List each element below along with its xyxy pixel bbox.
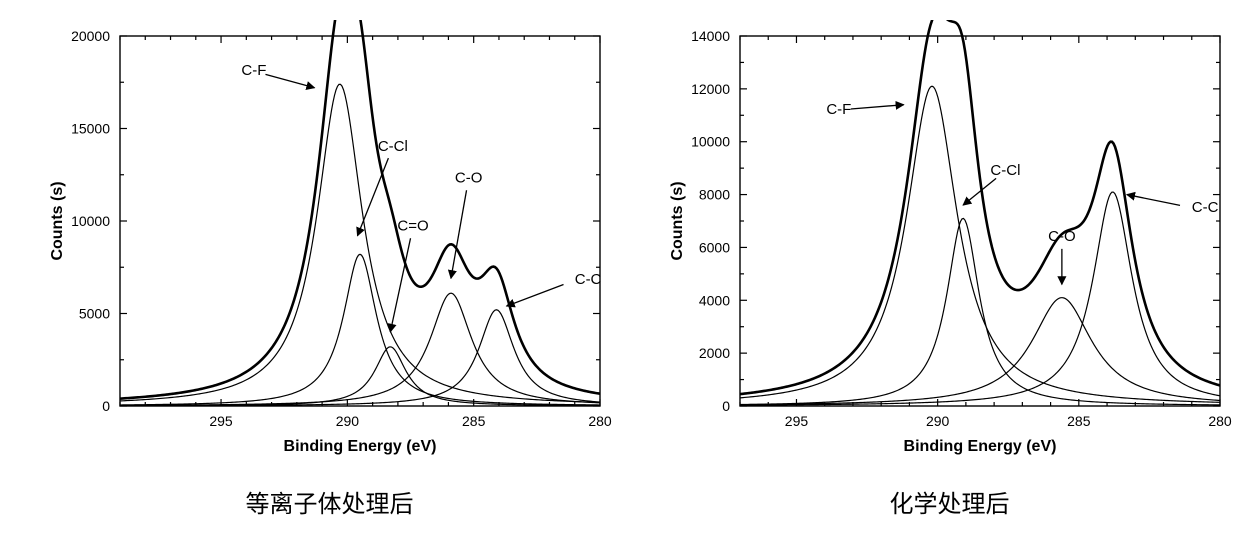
y-tick-label: 20000 bbox=[71, 28, 110, 44]
x-tick-label: 285 bbox=[1067, 413, 1091, 429]
annot-label-0: C-F bbox=[241, 62, 266, 79]
annot-label-3: C-C bbox=[1191, 199, 1218, 216]
y-tick-label: 15000 bbox=[71, 121, 110, 137]
x-tick-label: 290 bbox=[335, 413, 359, 429]
annot-arrow-3 bbox=[1126, 195, 1179, 206]
x-axis-label: Binding Energy (eV) bbox=[903, 438, 1056, 455]
y-axis-label: Counts (s) bbox=[49, 181, 66, 260]
envelope-curve bbox=[120, 20, 600, 399]
y-tick-label: 10000 bbox=[691, 134, 730, 150]
annot-arrow-0 bbox=[850, 105, 903, 109]
panels-row: 29529028528005000100001500020000Binding … bbox=[20, 20, 1239, 460]
annot-arrow-4 bbox=[506, 284, 563, 306]
annot-label-2: C-O bbox=[1048, 228, 1076, 245]
caption-left: 等离子体处理后 bbox=[30, 484, 630, 519]
x-tick-label: 290 bbox=[925, 413, 949, 429]
y-tick-label: 2000 bbox=[698, 345, 729, 361]
peak-curve-1 bbox=[120, 254, 600, 405]
y-tick-label: 8000 bbox=[698, 187, 729, 203]
annot-label-3: C-O bbox=[454, 169, 482, 186]
annot-label-1: C-Cl bbox=[377, 138, 407, 155]
y-tick-label: 0 bbox=[722, 398, 730, 414]
annot-arrow-0 bbox=[265, 74, 314, 87]
x-axis-label: Binding Energy (eV) bbox=[283, 438, 436, 455]
annot-arrow-2 bbox=[390, 238, 410, 332]
y-tick-label: 5000 bbox=[78, 306, 109, 322]
annot-label-1: C-Cl bbox=[990, 162, 1020, 179]
y-tick-label: 10000 bbox=[71, 213, 110, 229]
figure-wrap: 29529028528005000100001500020000Binding … bbox=[20, 20, 1239, 519]
y-axis-label: Counts (s) bbox=[669, 181, 686, 260]
y-tick-label: 6000 bbox=[698, 239, 729, 255]
x-tick-label: 285 bbox=[462, 413, 486, 429]
peak-curve-0 bbox=[740, 86, 1220, 402]
y-tick-label: 0 bbox=[102, 398, 110, 414]
annot-label-4: C-C bbox=[574, 271, 601, 288]
annot-label-0: C-F bbox=[826, 101, 851, 118]
xps-panel-left: 295 290 285 280 0 5000 10000 15000 20000 Binding … bbox=[30, 20, 630, 460]
caption-right: 化学处理后 bbox=[650, 484, 1239, 519]
captions-row: 等离子体处理后 化学处理后 bbox=[20, 484, 1239, 519]
annot-arrow-1 bbox=[357, 158, 388, 236]
peak-curve-3 bbox=[120, 293, 600, 405]
x-tick-label: 280 bbox=[588, 413, 612, 429]
y-tick-label: 4000 bbox=[698, 292, 729, 308]
y-tick-label: 14000 bbox=[691, 28, 730, 44]
annot-label-2: C=O bbox=[397, 218, 428, 235]
xps-panel-right: 295 290 285 280 0 2000 4000 6000 8000 10000 12000 1… bbox=[650, 20, 1239, 460]
y-tick-label: 12000 bbox=[691, 81, 730, 97]
x-tick-label: 295 bbox=[784, 413, 808, 429]
x-tick-label: 295 bbox=[209, 413, 233, 429]
x-tick-label: 280 bbox=[1208, 413, 1232, 429]
